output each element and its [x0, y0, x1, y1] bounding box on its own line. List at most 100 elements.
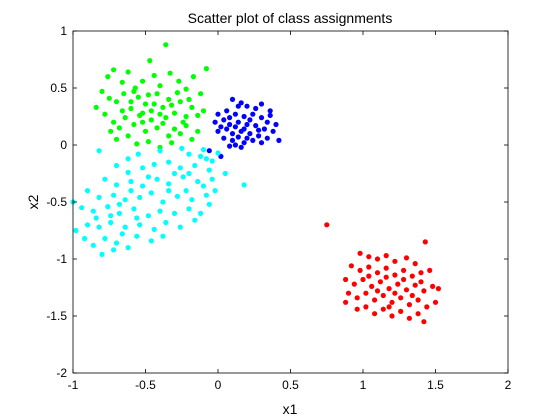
data-point-s2-25	[209, 176, 215, 182]
data-point-s1-7	[224, 108, 230, 114]
data-point-s3-42	[372, 311, 378, 317]
data-point-s1-24	[229, 131, 236, 137]
data-point-s2-40	[90, 208, 96, 214]
data-point-s3-16	[409, 273, 415, 279]
data-point-s1-45	[235, 103, 241, 109]
data-point-s1-0	[229, 96, 236, 102]
data-point-s3-43	[380, 306, 386, 312]
x-axis-label: x1	[283, 401, 298, 417]
data-point-s3-59	[418, 279, 424, 285]
data-point-s1-43	[256, 127, 262, 133]
data-point-s3-20	[351, 281, 357, 287]
data-point-s2-54	[108, 219, 114, 226]
data-point-s2-42	[116, 210, 122, 216]
data-point-s2-78	[93, 215, 99, 221]
data-point-s3-33	[372, 297, 378, 303]
data-point-s2-45	[157, 208, 163, 214]
data-point-s1-14	[212, 119, 218, 125]
data-point-s0-52	[145, 139, 151, 145]
data-point-s3-14	[392, 272, 398, 278]
data-point-s3-2	[357, 250, 363, 256]
y-tick-label-1: -1.5	[46, 309, 67, 323]
data-point-s0-12	[183, 86, 189, 92]
data-point-s3-40	[354, 306, 360, 312]
data-point-s0-64	[169, 102, 175, 108]
data-point-s3-48	[421, 319, 427, 325]
y-tick-label-0: -2	[56, 366, 67, 380]
data-point-s2-63	[125, 245, 131, 251]
data-point-s1-18	[244, 121, 250, 128]
data-point-s0-28	[183, 113, 189, 120]
data-point-s2-51	[73, 227, 79, 234]
points-layer	[70, 42, 441, 325]
data-point-s2-16	[206, 167, 212, 173]
data-point-s1-17	[235, 119, 241, 125]
data-point-s2-65	[99, 251, 105, 257]
data-point-s1-41	[247, 117, 253, 123]
data-point-s3-49	[343, 299, 349, 305]
data-point-s2-4	[179, 145, 185, 151]
data-point-s3-13	[383, 265, 389, 271]
data-point-s2-29	[96, 194, 102, 200]
data-point-s2-59	[177, 224, 183, 230]
data-point-s0-29	[189, 104, 195, 110]
data-point-s0-17	[113, 99, 120, 105]
data-point-s1-10	[250, 111, 256, 117]
data-point-s0-54	[169, 140, 175, 146]
data-point-s0-2	[119, 79, 125, 85]
data-point-s0-66	[186, 96, 192, 102]
data-point-s2-1	[125, 156, 131, 162]
data-point-s0-34	[111, 119, 117, 125]
data-point-s2-80	[198, 153, 204, 159]
data-point-s0-14	[203, 66, 209, 72]
data-point-s3-26	[403, 287, 410, 293]
data-point-s2-37	[203, 192, 209, 198]
data-point-s1-27	[256, 133, 262, 139]
data-point-s3-31	[354, 295, 360, 301]
data-point-s3-1	[422, 239, 428, 245]
data-point-s1-5	[267, 108, 273, 114]
data-point-s1-13	[273, 121, 279, 128]
data-point-s2-70	[82, 235, 88, 242]
data-point-s2-83	[116, 201, 122, 207]
data-point-s0-20	[135, 94, 141, 100]
data-point-s3-19	[343, 276, 349, 283]
data-point-s0-23	[154, 91, 160, 97]
data-point-s1-15	[221, 117, 227, 123]
data-point-s3-25	[395, 281, 401, 287]
data-point-s3-34	[380, 292, 386, 299]
data-point-s3-23	[377, 279, 383, 285]
data-point-s3-3	[366, 254, 372, 260]
data-point-s3-11	[366, 264, 372, 270]
data-point-s0-18	[121, 91, 127, 97]
data-point-s2-82	[134, 215, 140, 221]
data-point-s0-58	[163, 115, 169, 121]
x-tick-label-3: 0.5	[282, 378, 299, 392]
data-point-s0-63	[157, 111, 163, 117]
data-point-s1-12	[264, 119, 270, 125]
data-point-s2-19	[128, 178, 134, 185]
data-point-s3-39	[424, 304, 430, 310]
data-point-s3-28	[421, 288, 427, 294]
data-point-s2-10	[125, 169, 131, 175]
data-point-s2-84	[186, 170, 192, 177]
data-point-s2-30	[111, 192, 117, 198]
data-point-s2-44	[145, 213, 151, 219]
data-point-s2-49	[206, 201, 212, 207]
data-point-s2-27	[241, 182, 247, 188]
data-point-s3-7	[403, 255, 410, 261]
data-point-s3-17	[418, 270, 424, 276]
data-point-s2-2	[135, 151, 141, 157]
data-point-s0-62	[145, 92, 151, 98]
data-point-s0-7	[151, 72, 157, 79]
data-point-s2-41	[105, 204, 111, 210]
data-point-s2-17	[102, 176, 108, 182]
data-point-s2-39	[79, 205, 85, 211]
data-point-s3-12	[374, 270, 381, 276]
data-point-s2-79	[171, 170, 178, 177]
data-point-s2-72	[166, 188, 172, 194]
data-point-s3-30	[345, 290, 352, 296]
data-point-s0-39	[142, 128, 149, 134]
y-axis-label: x2	[25, 194, 41, 209]
ticks-layer: -1 -0.5 0 0.5 1 1.5 2 -2 -1.5 -1 -0.5 0 0.5 1	[46, 24, 511, 392]
